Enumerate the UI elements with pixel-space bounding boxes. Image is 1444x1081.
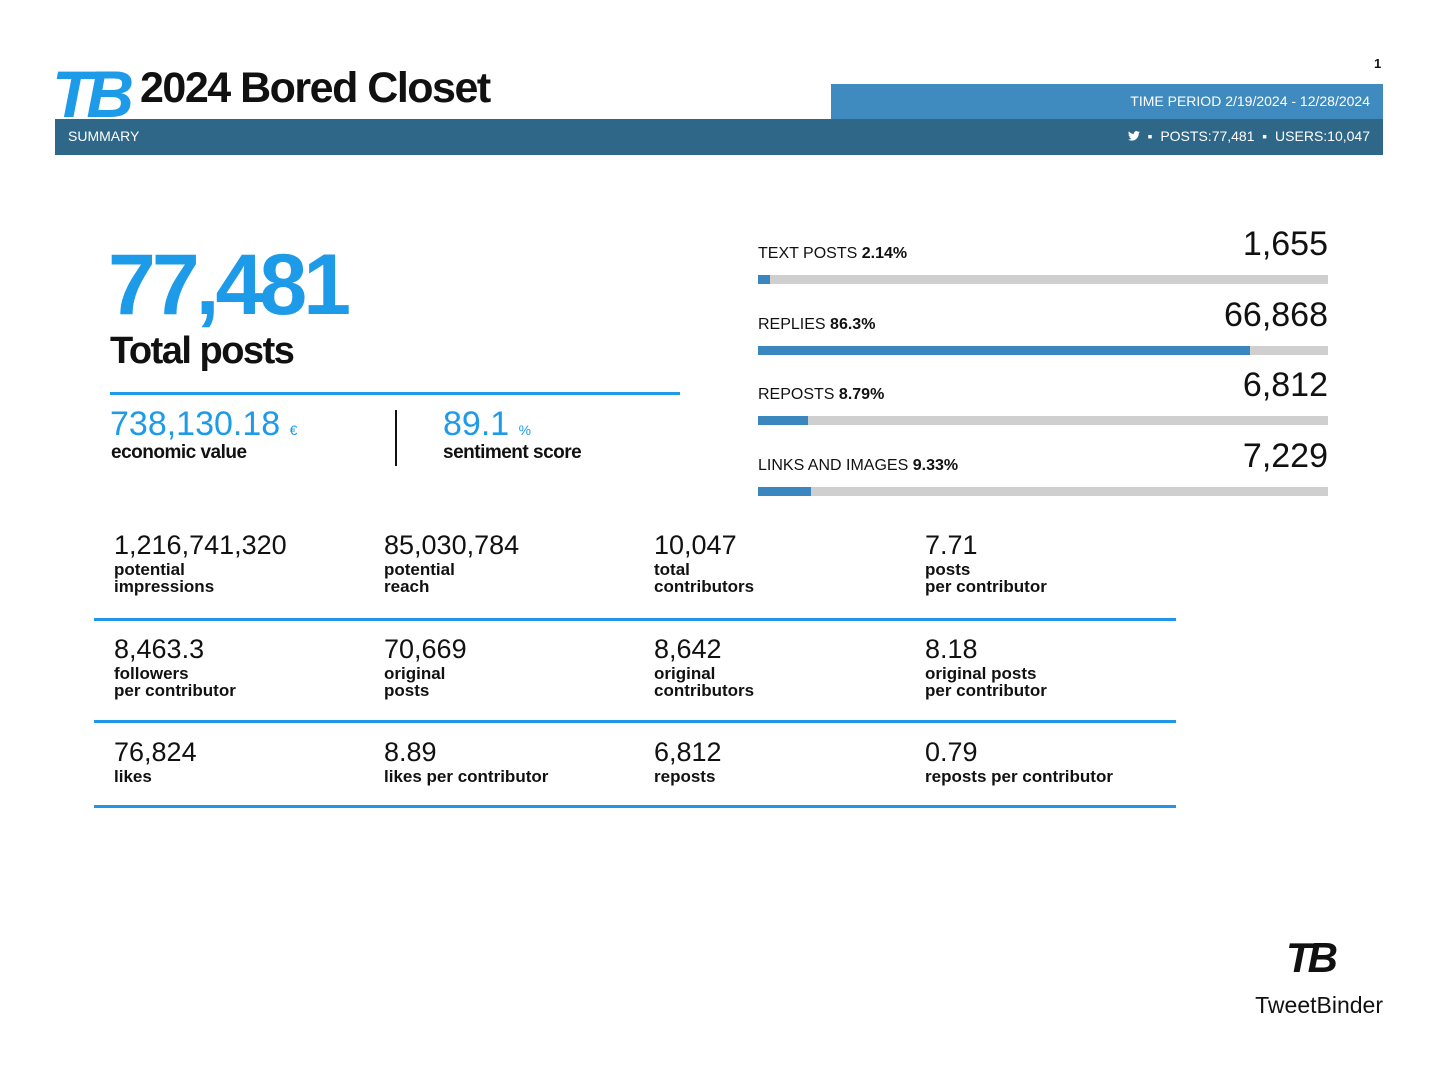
breakdown-label: REPLIES 86.3%: [758, 316, 875, 334]
row-divider: [94, 720, 1176, 723]
page-number: 1: [1374, 56, 1382, 71]
sentiment-number: 89.1: [443, 405, 510, 443]
logo: TB: [52, 57, 134, 131]
metric-value: 1,216,741,320: [114, 530, 287, 560]
sentiment-label: sentiment score: [443, 442, 582, 463]
metric-label: likes per contributor: [384, 767, 549, 786]
share-label: 8.79%: [838, 386, 885, 403]
brand-name: TweetBinder: [1255, 992, 1383, 1018]
report-title: 2024 Bored Closet: [140, 64, 491, 112]
users-count: 10,047: [1327, 128, 1370, 144]
metric-label: original posts: [925, 664, 1037, 683]
posts-label: POSTS:: [1160, 128, 1212, 144]
metric-value: 8,463.3: [114, 634, 205, 664]
sentiment-value: 89.1 %: [443, 405, 531, 444]
bar: [758, 416, 809, 425]
metric-label: potential: [114, 560, 185, 579]
users-label: USERS:: [1275, 128, 1328, 144]
total-posts-value: 77,481: [108, 237, 351, 333]
breakdown-label: TEXT POSTS 2.14%: [758, 245, 907, 263]
metric-value: 7.71: [925, 530, 978, 560]
share-label: 2.14%: [861, 245, 908, 262]
breakdown-count: 1,655: [1242, 225, 1328, 263]
metric-value: 70,669: [384, 634, 467, 664]
row-divider: [94, 805, 1176, 808]
bar: [758, 486, 812, 496]
metric-label: reposts per contributor: [925, 767, 1113, 786]
economic-number: 738,130.18: [110, 405, 281, 443]
metric-label: contributors: [654, 681, 755, 700]
metric-label: per contributor: [114, 681, 236, 700]
metric-value: 6,812: [654, 737, 722, 767]
metric-label: reach: [384, 577, 430, 596]
time-period: TIME PERIOD 2/19/2024 - 12/28/2024: [1130, 93, 1370, 109]
metric-label: followers: [114, 664, 189, 683]
breakdown-count: 6,812: [1242, 366, 1328, 404]
economic-unit: €: [289, 422, 298, 438]
bar-track: [758, 416, 1328, 425]
footer-logo: TB: [1286, 934, 1338, 981]
breakdown-label: LINKS AND IMAGES 9.33%: [758, 457, 958, 475]
metric-label: per contributor: [925, 577, 1047, 596]
time-period-label: TIME PERIOD: [1130, 93, 1222, 109]
metric-label: impressions: [114, 577, 215, 596]
bar-track: [758, 275, 1328, 284]
share-label: 9.33%: [912, 456, 959, 474]
metric-label: contributors: [654, 577, 755, 596]
total-posts-label: Total posts: [110, 330, 295, 372]
separator: [395, 410, 397, 466]
category: REPOSTS: [758, 386, 835, 403]
header-stats: ▪ POSTS:77,481 ▪ USERS:10,047: [1127, 128, 1370, 144]
metric-label: per contributor: [925, 681, 1047, 700]
metric-label: total: [654, 560, 690, 579]
metric-label: reposts: [654, 767, 716, 786]
metric-value: 8.89: [384, 737, 437, 767]
metric-label: original: [384, 664, 446, 683]
economic-value: 738,130.18 €: [110, 405, 297, 444]
sentiment-unit: %: [518, 422, 532, 438]
metric-value: 8.18: [925, 634, 978, 664]
twitter-icon: [1127, 131, 1140, 141]
metric-value: 85,030,784: [384, 530, 520, 560]
breakdown-count: 7,229: [1242, 436, 1328, 475]
metric-value: 76,824: [114, 737, 197, 767]
category: LINKS AND IMAGES: [758, 456, 909, 474]
metric-label: posts: [925, 560, 971, 579]
metric-value: 10,047: [654, 530, 737, 560]
posts-count: 77,481: [1211, 128, 1255, 144]
breakdown-count: 66,868: [1224, 295, 1328, 334]
bar: [758, 275, 771, 284]
period-band: [831, 84, 1383, 119]
economic-label: economic value: [111, 442, 247, 463]
bar: [758, 345, 1250, 355]
share-label: 86.3%: [830, 315, 876, 333]
metric-label: potential: [384, 560, 455, 579]
time-period-value: 2/19/2024 - 12/28/2024: [1225, 93, 1370, 109]
metric-label: posts: [384, 681, 430, 700]
metric-value: 0.79: [925, 737, 978, 767]
divider: [110, 392, 680, 395]
metric-label: original: [654, 664, 716, 683]
metric-label: likes: [114, 767, 152, 786]
row-divider: [94, 618, 1176, 621]
breakdown-label: REPOSTS 8.79%: [758, 386, 884, 404]
bar-track: [758, 486, 1328, 496]
metric-value: 8,642: [654, 634, 722, 664]
section-label: SUMMARY: [68, 128, 140, 144]
category: TEXT POSTS: [758, 245, 858, 262]
category: REPLIES: [758, 315, 826, 333]
summary-band: [55, 119, 1383, 155]
